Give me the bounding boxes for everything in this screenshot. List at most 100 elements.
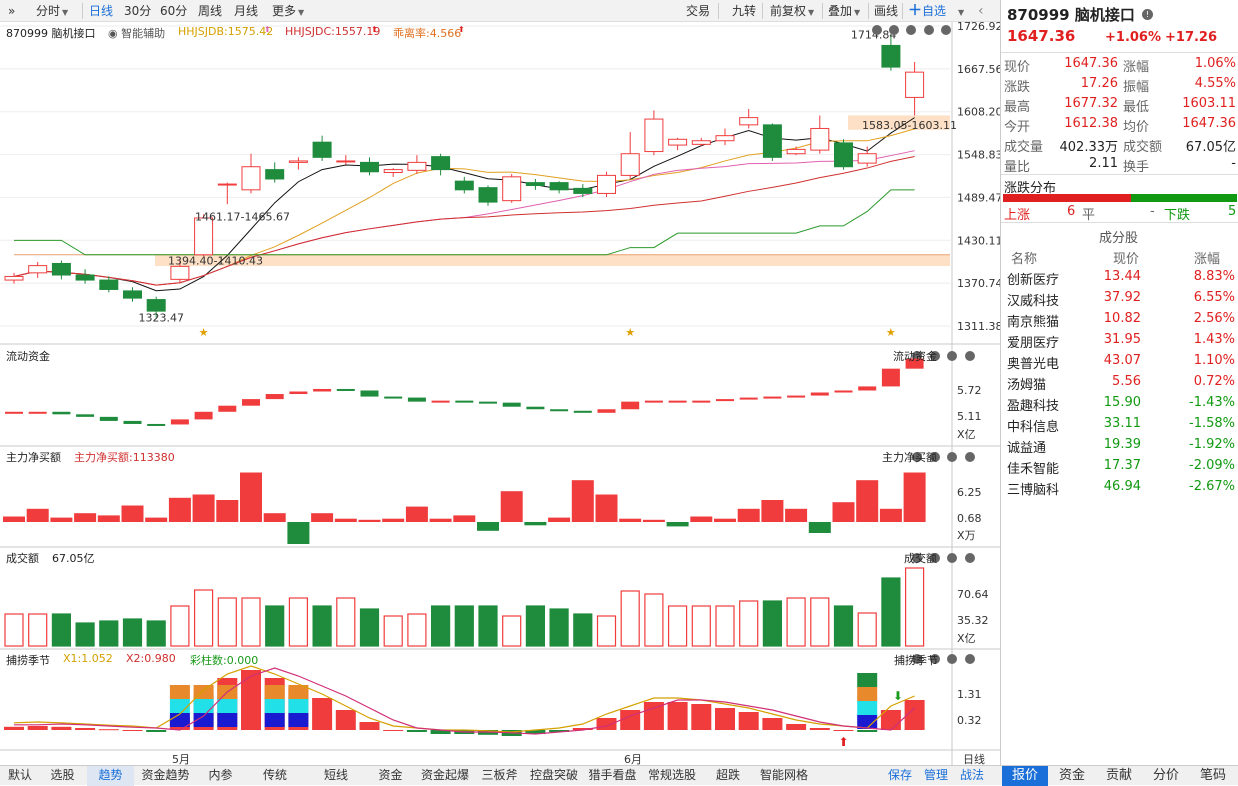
flow-bar	[881, 368, 900, 387]
candle-body	[691, 140, 711, 145]
bottom-tab[interactable]: 猎手看盘	[588, 768, 637, 782]
component-stock-row[interactable]: 中科信息 33.11 -1.58%	[1001, 414, 1238, 435]
trade-button[interactable]: 交易	[686, 4, 711, 18]
season-bar	[643, 702, 664, 730]
main-buy-bar	[358, 519, 381, 522]
main-buy-bar	[429, 518, 452, 522]
amount-bar	[241, 597, 261, 647]
tab-daily[interactable]: 日线	[89, 4, 114, 18]
bottom-tab[interactable]: 资金起爆	[420, 768, 469, 782]
amount-bar	[407, 613, 427, 647]
watch-dropdown[interactable]: ▼	[956, 2, 964, 20]
nine-turn-button[interactable]: 九转	[732, 4, 757, 18]
draw-button[interactable]: 画线	[874, 4, 899, 18]
zone-low-annotation: 1394.40-1410.43	[168, 255, 263, 268]
flow-bar	[621, 401, 640, 410]
add-watch-button[interactable]: ＋自选	[908, 2, 946, 20]
component-stock-row[interactable]: 盈趣科技 15.90 -1.43%	[1001, 393, 1238, 414]
bottom-tab[interactable]: 内参	[208, 768, 233, 782]
bottom-right-button[interactable]: 保存	[887, 768, 912, 782]
quote-row: 现价 1647.36 涨幅 1.06%	[1001, 54, 1238, 75]
more-button[interactable]: 更多 ▼	[272, 2, 304, 20]
bottom-tab[interactable]: 资金趋势	[141, 768, 190, 782]
quote-label: 均价	[1123, 120, 1150, 135]
bottom-tab[interactable]: 传统	[262, 768, 287, 782]
panel-icon	[912, 452, 922, 462]
component-stock-row[interactable]: 创新医疗 13.44 8.83%	[1001, 267, 1238, 288]
panel-icon	[889, 25, 899, 35]
add-watch-label: 自选	[922, 4, 947, 18]
bottom-tab[interactable]: 资金	[378, 768, 403, 782]
tab-intraday[interactable]: 分时 ▼	[36, 2, 68, 20]
flow-bar	[289, 391, 308, 395]
quote-panel-tab[interactable]: 贡献	[1105, 768, 1132, 783]
quote-label: 成交量	[1004, 140, 1044, 155]
bottom-tab[interactable]: 智能网格	[759, 768, 808, 782]
quote-panel-tab[interactable]: 笔码	[1199, 768, 1226, 783]
quote-panel-tab[interactable]: 报价	[1002, 766, 1048, 786]
stock-price: 31.95	[1103, 332, 1141, 347]
collapse-icon[interactable]: »	[8, 4, 16, 18]
bottom-tab[interactable]: 选股	[50, 768, 75, 782]
quote-value: 17.26	[1080, 76, 1118, 91]
candle-body	[288, 160, 308, 163]
tab-60min[interactable]: 60分	[160, 4, 188, 18]
season-blue-block	[217, 713, 238, 727]
quote-label: 今开	[1004, 120, 1031, 135]
main-buy-bar	[311, 513, 334, 522]
quote-panel-tab[interactable]: 分价	[1152, 768, 1179, 783]
tab-weekly[interactable]: 周线	[198, 4, 223, 18]
stock-name: 南京熊猫	[1007, 315, 1060, 330]
arrow-up-icon: ⬆	[458, 25, 465, 34]
component-stock-row[interactable]: 奥普光电 43.07 1.10%	[1001, 351, 1238, 372]
quote-panel-tab[interactable]: 资金	[1058, 768, 1085, 783]
more-label: 更多	[272, 4, 297, 18]
flow-bar	[502, 402, 521, 407]
amount-bar	[762, 600, 783, 647]
bottom-right-button[interactable]: 管理	[923, 768, 948, 782]
component-stock-row[interactable]: 南京熊猫 10.82 2.56%	[1001, 309, 1238, 330]
bottom-tab[interactable]: 超跌	[715, 768, 740, 782]
panel-icon	[930, 654, 940, 664]
season-bar	[691, 704, 712, 730]
quote-row: 成交量 402.33万 成交额 67.05亿	[1001, 134, 1238, 155]
zone-mid-annotation: 1461.17-1465.67	[195, 211, 290, 224]
component-stock-row[interactable]: 爱朋医疗 31.95 1.43%	[1001, 330, 1238, 351]
candle-body	[454, 180, 474, 191]
bottom-tab[interactable]: 常规选股	[647, 768, 696, 782]
amount-bar	[739, 600, 759, 647]
bottom-tab[interactable]: 短线	[323, 768, 348, 782]
kline-chart-area[interactable]: 1726.92 1667.56 1608.20 1548.83 1489.47 1430.…	[0, 22, 1000, 765]
smart-assist-toggle[interactable]: ◉ 智能辅助	[108, 25, 165, 41]
candle-body	[881, 44, 901, 68]
overlay-button[interactable]: 叠加 ▼	[828, 2, 860, 20]
bottom-right-button[interactable]: 战法	[959, 768, 984, 782]
bottom-tab[interactable]: 控盘突破	[529, 768, 578, 782]
component-stock-row[interactable]: 佳禾智能 17.37 -2.09%	[1001, 456, 1238, 477]
component-stock-row[interactable]: 诚益通 19.39 -1.92%	[1001, 435, 1238, 456]
tab-30min[interactable]: 30分	[124, 4, 152, 18]
candle-body	[905, 71, 925, 98]
bottom-tab[interactable]: 默认	[7, 768, 32, 782]
candle-body	[170, 265, 190, 280]
adjust-button[interactable]: 前复权 ▼	[770, 2, 814, 20]
info-icon[interactable]: !	[1142, 9, 1153, 20]
stock-price: 17.37	[1103, 458, 1141, 473]
quote-label: 换手	[1123, 160, 1150, 175]
amount-bar	[312, 605, 332, 647]
amount-bar	[99, 620, 119, 647]
chevron-left-icon[interactable]: ‹	[978, 3, 984, 19]
kline-chart[interactable]: 1726.92 1667.56 1608.20 1548.83 1489.47 1430.…	[0, 22, 1000, 765]
candle-body	[194, 217, 214, 256]
candle-body	[217, 183, 237, 186]
component-stock-row[interactable]: 汤姆猫 5.56 0.72%	[1001, 372, 1238, 393]
tab-monthly[interactable]: 月线	[234, 4, 259, 18]
flow-bar	[716, 399, 734, 402]
season-cyan-block	[264, 699, 285, 713]
component-stock-row[interactable]: 三博脑科 46.94 -2.67%	[1001, 477, 1238, 498]
bottom-tab[interactable]: 趋势	[87, 766, 134, 786]
quote-chg: +17.26	[1165, 30, 1218, 45]
component-stock-row[interactable]: 汉威科技 37.92 6.55%	[1001, 288, 1238, 309]
candle-body	[762, 124, 782, 158]
bottom-tab[interactable]: 三板斧	[481, 768, 518, 782]
